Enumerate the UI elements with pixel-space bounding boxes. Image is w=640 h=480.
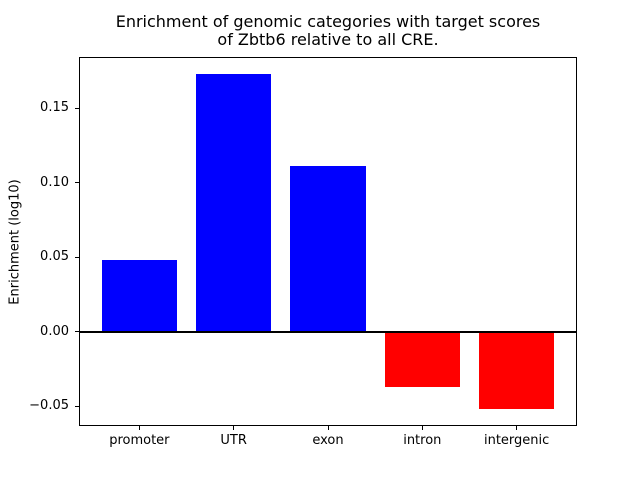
y-tick-−0.05 xyxy=(75,405,79,407)
x-tick-intergenic xyxy=(516,426,518,430)
x-tick-promoter xyxy=(138,426,140,430)
bar-intron xyxy=(384,331,461,387)
y-tick-label-−0.05: −0.05 xyxy=(29,398,69,414)
y-tick-label-0.00: 0.00 xyxy=(40,323,69,339)
x-tick-label-intron: intron xyxy=(403,433,442,448)
x-tick-intron xyxy=(421,426,423,430)
y-tick-label-0.15: 0.15 xyxy=(40,100,69,116)
bar-intergenic xyxy=(478,331,555,410)
bar-UTR xyxy=(195,73,272,332)
chart-title: Enrichment of genomic categories with ta… xyxy=(79,13,577,49)
y-tick-label-0.10: 0.10 xyxy=(40,174,69,190)
y-tick-label-0.05: 0.05 xyxy=(40,249,69,265)
x-tick-label-exon: exon xyxy=(312,433,344,448)
y-tick-0.00 xyxy=(75,331,79,333)
y-axis-label: Enrichment (log10) xyxy=(7,179,23,305)
x-tick-exon xyxy=(327,426,329,430)
x-tick-label-intergenic: intergenic xyxy=(483,433,550,448)
x-tick-label-UTR: UTR xyxy=(220,433,247,448)
chart-title-line-2: of Zbtb6 relative to all CRE. xyxy=(217,30,439,49)
y-tick-0.10 xyxy=(75,182,79,184)
x-tick-UTR xyxy=(233,426,235,430)
y-tick-0.15 xyxy=(75,107,79,109)
bar-exon xyxy=(290,166,366,332)
chart-title-line-1: Enrichment of genomic categories with ta… xyxy=(115,12,541,31)
bar-promoter xyxy=(101,260,178,332)
y-tick-0.05 xyxy=(75,256,79,258)
zero-line xyxy=(79,330,577,333)
x-tick-label-promoter: promoter xyxy=(109,433,170,448)
plot-area: promoter UTR exon intron intergenic 0.15 0.10 0… xyxy=(29,57,577,448)
